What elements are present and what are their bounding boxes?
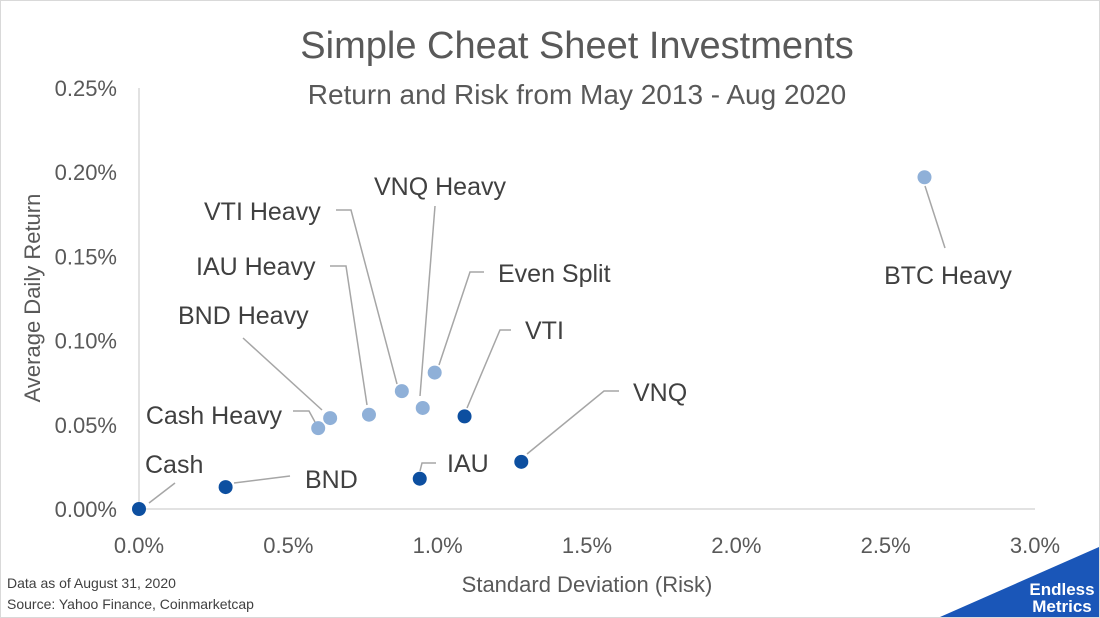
- data-label-btc-heavy: BTC Heavy: [884, 262, 1012, 290]
- chart-subtitle: Return and Risk from May 2013 - Aug 2020: [308, 79, 847, 110]
- y-tick-label: 0.05%: [55, 413, 117, 438]
- point-btc-heavy: [917, 170, 932, 185]
- leader-line-bnd: [233, 475, 291, 484]
- x-tick-label: 2.5%: [861, 533, 911, 558]
- point-vti: [457, 409, 472, 424]
- data-label-iau-heavy: IAU Heavy: [196, 253, 316, 281]
- data-label-vnq: VNQ: [633, 379, 687, 407]
- point-bnd-heavy: [323, 411, 338, 426]
- point-vnq-heavy: [415, 400, 430, 415]
- brand-logo-line1: Endless: [1029, 580, 1094, 599]
- x-tick-labels: 0.0% 0.5% 1.0% 1.5% 2.0% 2.5% 3.0%: [114, 533, 1060, 558]
- brand-logo-line2: Metrics: [1032, 597, 1092, 616]
- y-tick-label: 0.20%: [55, 160, 117, 185]
- x-tick-label: 2.0%: [711, 533, 761, 558]
- x-tick-label: 1.0%: [413, 533, 463, 558]
- data-label-vti: VTI: [525, 317, 564, 345]
- leader-line-cash: [148, 482, 176, 504]
- x-tick-label: 0.0%: [114, 533, 164, 558]
- point-iau: [412, 471, 427, 486]
- chart-title: Simple Cheat Sheet Investments: [300, 25, 853, 67]
- data-points: [132, 170, 932, 516]
- x-tick-label: 1.5%: [562, 533, 612, 558]
- label-leader-lines: [148, 185, 946, 504]
- data-label-vti-heavy: VTI Heavy: [204, 198, 321, 226]
- data-label-cash: Cash: [145, 451, 203, 479]
- leader-line-bnd-heavy: [242, 337, 323, 411]
- leader-line-cash-heavy: [293, 410, 316, 423]
- y-tick-label: 0.10%: [55, 329, 117, 354]
- data-labels: Cash BND IAU VNQ VTI Cash Heavy BND Heavy IAU H…: [145, 173, 1012, 494]
- y-tick-label: 0.15%: [55, 244, 117, 269]
- data-label-bnd-heavy: BND Heavy: [178, 302, 309, 330]
- y-tick-label: 0.00%: [55, 497, 117, 522]
- point-cash: [132, 502, 146, 516]
- y-axis-title: Average Daily Return: [20, 194, 45, 403]
- x-axis-title: Standard Deviation (Risk): [462, 572, 713, 597]
- leader-line-iau-heavy: [330, 265, 368, 406]
- point-iau-heavy: [361, 407, 376, 422]
- leader-line-btc-heavy: [924, 185, 946, 249]
- point-cash-heavy: [311, 421, 326, 436]
- point-vti-heavy: [394, 384, 409, 399]
- source-note: Source: Yahoo Finance, Coinmarketcap: [7, 596, 254, 612]
- data-label-cash-heavy: Cash Heavy: [146, 402, 283, 430]
- x-tick-label: 0.5%: [263, 533, 313, 558]
- data-label-iau: IAU: [447, 450, 489, 478]
- x-tick-label: 3.0%: [1010, 533, 1060, 558]
- point-vnq: [514, 454, 529, 469]
- point-even-split: [427, 365, 442, 380]
- leader-line-even-split: [438, 271, 484, 366]
- y-tick-label: 0.25%: [55, 76, 117, 101]
- y-tick-labels: 0.00% 0.05% 0.10% 0.15% 0.20% 0.25%: [55, 76, 117, 522]
- brand-logo-background: [940, 547, 1099, 617]
- data-label-vnq-heavy: VNQ Heavy: [374, 173, 506, 201]
- leader-line-vti: [466, 329, 511, 409]
- leader-line-vnq: [526, 390, 619, 455]
- leader-line-vnq-heavy: [419, 205, 436, 397]
- date-note: Data as of August 31, 2020: [7, 575, 176, 591]
- point-bnd: [218, 480, 233, 495]
- leader-line-vti-heavy: [336, 209, 398, 385]
- data-label-even-split: Even Split: [498, 260, 611, 288]
- leader-line-iau: [419, 462, 436, 472]
- data-label-bnd: BND: [305, 466, 358, 494]
